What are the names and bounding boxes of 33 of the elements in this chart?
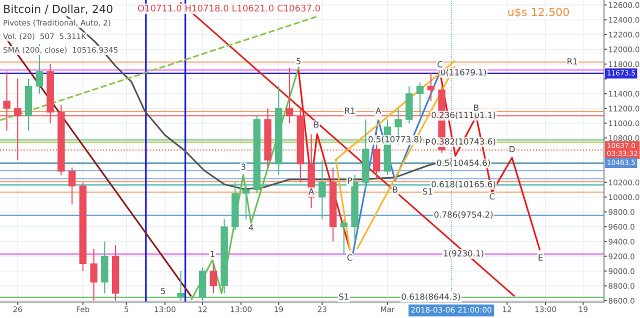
annotation: 0(11679.1) bbox=[440, 69, 486, 76]
annotation: E bbox=[538, 254, 543, 261]
annotation: 0.5(10454.6) bbox=[436, 160, 490, 167]
annotation: S1 bbox=[339, 293, 348, 300]
annotation: u$s 12.500 bbox=[508, 8, 569, 18]
annotation: 5 bbox=[296, 58, 301, 64]
annotation: S1 bbox=[422, 188, 432, 195]
annotation: O10711.0 H10718.0 L10621.0 C10637.0 bbox=[138, 4, 320, 12]
annotation: A bbox=[376, 108, 382, 114]
annotation: 0.618(8644.3) bbox=[402, 293, 460, 301]
annotation: R1 bbox=[345, 108, 355, 114]
annotation: 0.5(10773.8) bbox=[368, 136, 422, 144]
annotation: 0.236(11101.1) bbox=[432, 112, 496, 120]
annotation: 4 bbox=[248, 224, 254, 230]
annotation: C bbox=[438, 61, 442, 68]
annotation: R1 bbox=[568, 58, 578, 64]
annotation: B bbox=[393, 186, 398, 193]
annotation: D bbox=[510, 146, 515, 152]
annotation: 0.382(10743.6) bbox=[432, 138, 496, 146]
annotation: A bbox=[308, 188, 314, 194]
annotation: B bbox=[314, 121, 319, 128]
annotation: 0.618(10165.6) bbox=[432, 180, 496, 188]
annotation: C bbox=[347, 254, 352, 261]
annotation: B bbox=[474, 104, 478, 111]
annotation: 3 bbox=[241, 164, 246, 170]
annotation: P bbox=[426, 139, 430, 146]
chart-title: Bitcoin / Dollar, 240 bbox=[4, 4, 112, 14]
annotation: 0.786(9754.2) bbox=[434, 211, 493, 219]
annotation: 1(9230.1) bbox=[444, 250, 484, 258]
annotation: P bbox=[348, 178, 352, 184]
annotation: 1 bbox=[210, 251, 214, 258]
annotation: 5 bbox=[161, 288, 166, 294]
annotation: C bbox=[490, 193, 495, 200]
